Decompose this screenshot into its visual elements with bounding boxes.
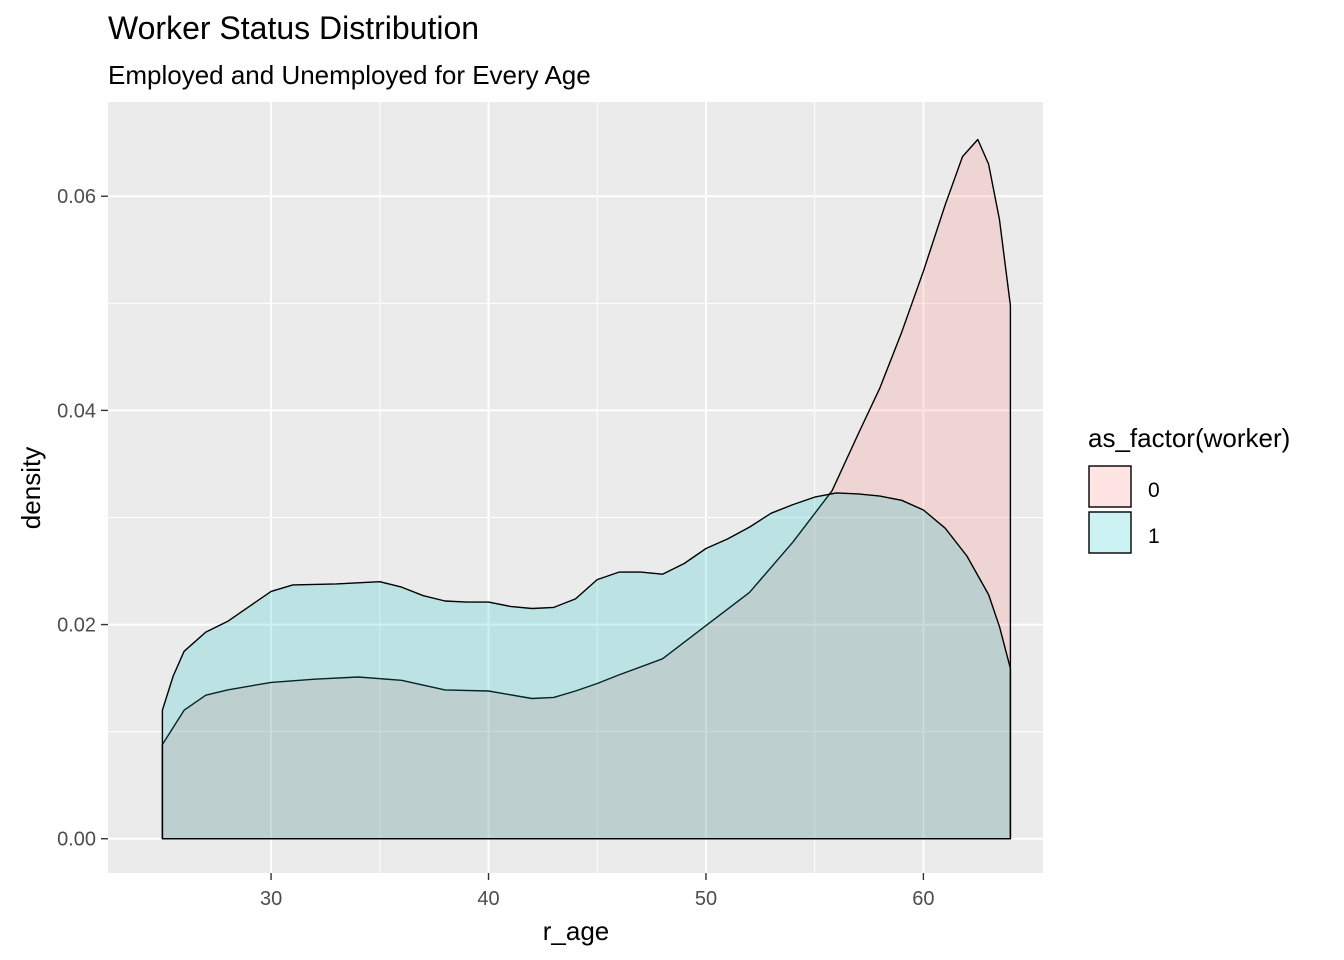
y-tick-label: 0.00 <box>57 829 96 851</box>
y-axis-title: density <box>16 447 46 529</box>
y-tick-label: 0.02 <box>57 615 96 637</box>
x-tick-label: 60 <box>912 888 934 910</box>
legend-label-1: 1 <box>1148 525 1160 548</box>
density-areas <box>161 138 1012 840</box>
plot-panel <box>108 102 1043 873</box>
legend-label-0: 0 <box>1148 479 1160 502</box>
x-tick-label: 30 <box>260 888 282 910</box>
y-tick-label: 0.06 <box>57 186 96 208</box>
legend-key-0 <box>1088 465 1132 508</box>
y-tick-label: 0.04 <box>57 400 96 422</box>
chart-subtitle: Employed and Unemployed for Every Age <box>108 60 591 90</box>
density-area-series-1 <box>161 492 1012 840</box>
x-axis-title: r_age <box>543 916 610 946</box>
legend-title: as_factor(worker) <box>1088 423 1290 453</box>
x-tick-label: 50 <box>695 888 717 910</box>
legend: as_factor(worker) 0 1 <box>1088 423 1290 554</box>
density-area-series-0 <box>161 138 1012 840</box>
chart-title: Worker Status Distribution <box>108 10 480 46</box>
x-tick-label: 40 <box>477 888 499 910</box>
legend-key-1 <box>1088 511 1132 554</box>
grid-lines <box>108 102 1043 873</box>
axes: 30 40 50 60 0.00 0.02 0.04 0.06 <box>57 186 934 910</box>
